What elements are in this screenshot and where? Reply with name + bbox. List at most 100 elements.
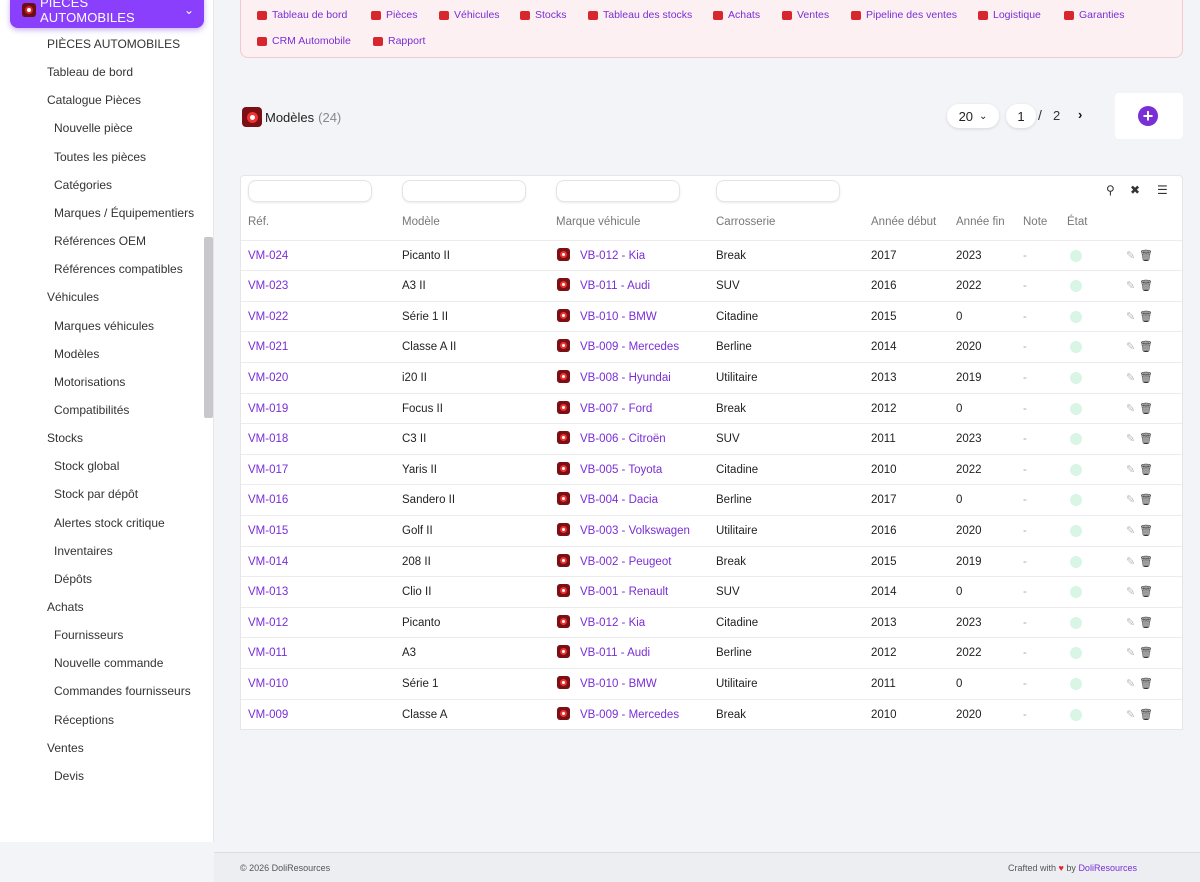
topmenu-achats[interactable]: Achats <box>713 9 760 21</box>
sidebar-item-depots[interactable]: Dépôts <box>54 571 93 586</box>
sidebar-item-devis[interactable]: Devis <box>54 768 85 783</box>
cell-ref[interactable]: VM-021 <box>248 341 289 354</box>
cell-ref[interactable]: VM-014 <box>248 555 289 568</box>
cell-brand[interactable]: VB-007 - Ford <box>580 402 653 415</box>
sidebar-item-marques-equipementiers[interactable]: Marques / Équipementiers <box>54 205 195 220</box>
cell-brand[interactable]: VB-012 - Kia <box>580 249 646 262</box>
delete-icon[interactable]: 🗑 <box>1139 616 1153 629</box>
next-page-button[interactable]: › <box>1078 107 1083 122</box>
edit-icon[interactable]: ✎ <box>1126 524 1136 537</box>
cell-ref[interactable]: VM-015 <box>248 524 289 537</box>
topmenu-pieces[interactable]: Pièces <box>371 9 418 21</box>
column-header-annee-debut[interactable]: Année début <box>871 216 937 228</box>
add-record-button[interactable]: + <box>1138 106 1158 126</box>
edit-icon[interactable]: ✎ <box>1126 280 1136 293</box>
column-header-marque-vehicule[interactable]: Marque véhicule <box>556 216 641 228</box>
clear-filter-icon[interactable]: ✖ <box>1130 183 1141 197</box>
column-header-annee-fin[interactable]: Année fin <box>956 216 1005 228</box>
edit-icon[interactable]: ✎ <box>1126 616 1136 629</box>
topmenu-crm-automobile[interactable]: CRM Automobile <box>257 35 351 47</box>
cell-brand[interactable]: VB-008 - Hyundai <box>580 371 671 384</box>
filter-ref-input[interactable] <box>248 180 372 202</box>
sidebar-item-motorisations[interactable]: Motorisations <box>54 374 126 389</box>
cell-ref[interactable]: VM-022 <box>248 310 289 323</box>
topmenu-stocks[interactable]: Stocks <box>520 9 567 21</box>
column-header-modele[interactable]: Modèle <box>402 216 440 228</box>
sidebar-item-pieces-automobiles[interactable]: PIÈCES AUTOMOBILES <box>47 37 181 51</box>
edit-icon[interactable]: ✎ <box>1126 586 1136 599</box>
delete-icon[interactable]: 🗑 <box>1139 463 1153 476</box>
cell-brand[interactable]: VB-009 - Mercedes <box>580 341 680 354</box>
cell-ref[interactable]: VM-013 <box>248 586 289 599</box>
topmenu-tableau-des-stocks[interactable]: Tableau des stocks <box>588 9 692 21</box>
cell-brand[interactable]: VB-010 - BMW <box>580 310 657 323</box>
cell-ref[interactable]: VM-012 <box>248 616 289 629</box>
column-header-etat[interactable]: État <box>1067 216 1088 228</box>
cell-brand[interactable]: VB-011 - Audi <box>580 647 651 660</box>
delete-icon[interactable]: 🗑 <box>1139 586 1153 599</box>
topmenu-rapport[interactable]: Rapport <box>373 35 425 47</box>
sidebar-item-vehicules[interactable]: Véhicules <box>47 290 100 305</box>
delete-icon[interactable]: 🗑 <box>1139 555 1153 568</box>
sidebar-item-receptions[interactable]: Réceptions <box>54 712 115 727</box>
sidebar-item-stock-par-depot[interactable]: Stock par dépôt <box>54 487 139 502</box>
sidebar-item-marques-vehicules[interactable]: Marques véhicules <box>54 318 155 333</box>
sidebar-item-achats[interactable]: Achats <box>47 600 84 614</box>
cell-brand[interactable]: VB-010 - BMW <box>580 677 657 690</box>
module-selector-button[interactable]: PIÈCES AUTOMOBILES ⌄ <box>10 0 204 28</box>
sidebar-item-inventaires[interactable]: Inventaires <box>54 543 113 558</box>
sidebar-item-toutes-les-pieces[interactable]: Toutes les pièces <box>54 149 147 164</box>
cell-brand[interactable]: VB-011 - Audi <box>580 280 651 293</box>
footer-brand-link[interactable]: DoliResources <box>1078 863 1137 873</box>
cell-ref[interactable]: VM-024 <box>248 249 289 262</box>
sidebar-item-fournisseurs[interactable]: Fournisseurs <box>54 628 124 643</box>
filter-brand-input[interactable] <box>556 180 680 202</box>
cell-ref[interactable]: VM-016 <box>248 494 289 507</box>
sidebar-item-ventes[interactable]: Ventes <box>47 740 84 755</box>
cell-ref[interactable]: VM-018 <box>248 433 289 446</box>
delete-icon[interactable]: 🗑 <box>1139 310 1153 323</box>
edit-icon[interactable]: ✎ <box>1126 371 1136 384</box>
delete-icon[interactable]: 🗑 <box>1139 371 1153 384</box>
sidebar-item-tableau-de-bord[interactable]: Tableau de bord <box>47 65 134 80</box>
edit-icon[interactable]: ✎ <box>1126 463 1136 476</box>
edit-icon[interactable]: ✎ <box>1126 494 1136 507</box>
cell-ref[interactable]: VM-017 <box>248 463 289 476</box>
page-number-input[interactable]: 1 <box>1006 104 1036 128</box>
edit-icon[interactable]: ✎ <box>1126 402 1136 415</box>
edit-icon[interactable]: ✎ <box>1126 249 1136 262</box>
filter-model-input[interactable] <box>402 180 526 202</box>
edit-icon[interactable]: ✎ <box>1126 555 1136 568</box>
delete-icon[interactable]: 🗑 <box>1139 280 1153 293</box>
search-icon[interactable]: ⚲ <box>1106 183 1115 197</box>
cell-ref[interactable]: VM-023 <box>248 280 289 293</box>
sidebar-item-references-compatibles[interactable]: Références compatibles <box>54 262 183 277</box>
topmenu-ventes[interactable]: Ventes <box>782 9 829 21</box>
sidebar-item-alertes-stock-critique[interactable]: Alertes stock critique <box>54 515 165 530</box>
cell-brand[interactable]: VB-009 - Mercedes <box>580 708 680 721</box>
column-header-note[interactable]: Note <box>1023 216 1048 228</box>
delete-icon[interactable]: 🗑 <box>1139 494 1153 507</box>
topmenu-garanties[interactable]: Garanties <box>1064 9 1125 21</box>
cell-brand[interactable]: VB-006 - Citroën <box>580 433 666 446</box>
topmenu-vehicules[interactable]: Véhicules <box>439 9 500 21</box>
sidebar-item-compatibilites[interactable]: Compatibilités <box>54 402 130 417</box>
cell-brand[interactable]: VB-005 - Toyota <box>580 463 663 476</box>
sidebar-item-modeles[interactable]: Modèles <box>54 346 100 361</box>
sidebar-item-nouvelle-commande[interactable]: Nouvelle commande <box>54 656 164 671</box>
edit-icon[interactable]: ✎ <box>1126 647 1136 660</box>
cell-brand[interactable]: VB-001 - Renault <box>580 586 669 599</box>
cell-ref[interactable]: VM-011 <box>248 647 288 660</box>
cell-ref[interactable]: VM-019 <box>248 402 289 415</box>
edit-icon[interactable]: ✎ <box>1126 708 1136 721</box>
edit-icon[interactable]: ✎ <box>1126 677 1136 690</box>
sidebar-item-catalogue-pieces[interactable]: Catalogue Pièces <box>47 93 142 108</box>
topmenu-tableau-de-bord[interactable]: Tableau de bord <box>257 9 347 21</box>
cell-ref[interactable]: VM-020 <box>248 371 289 384</box>
topmenu-logistique[interactable]: Logistique <box>978 9 1041 21</box>
sidebar-item-stock-global[interactable]: Stock global <box>54 459 120 474</box>
delete-icon[interactable]: 🗑 <box>1139 249 1153 262</box>
sidebar-item-stocks[interactable]: Stocks <box>47 431 84 446</box>
edit-icon[interactable]: ✎ <box>1126 341 1136 354</box>
delete-icon[interactable]: 🗑 <box>1139 341 1153 354</box>
